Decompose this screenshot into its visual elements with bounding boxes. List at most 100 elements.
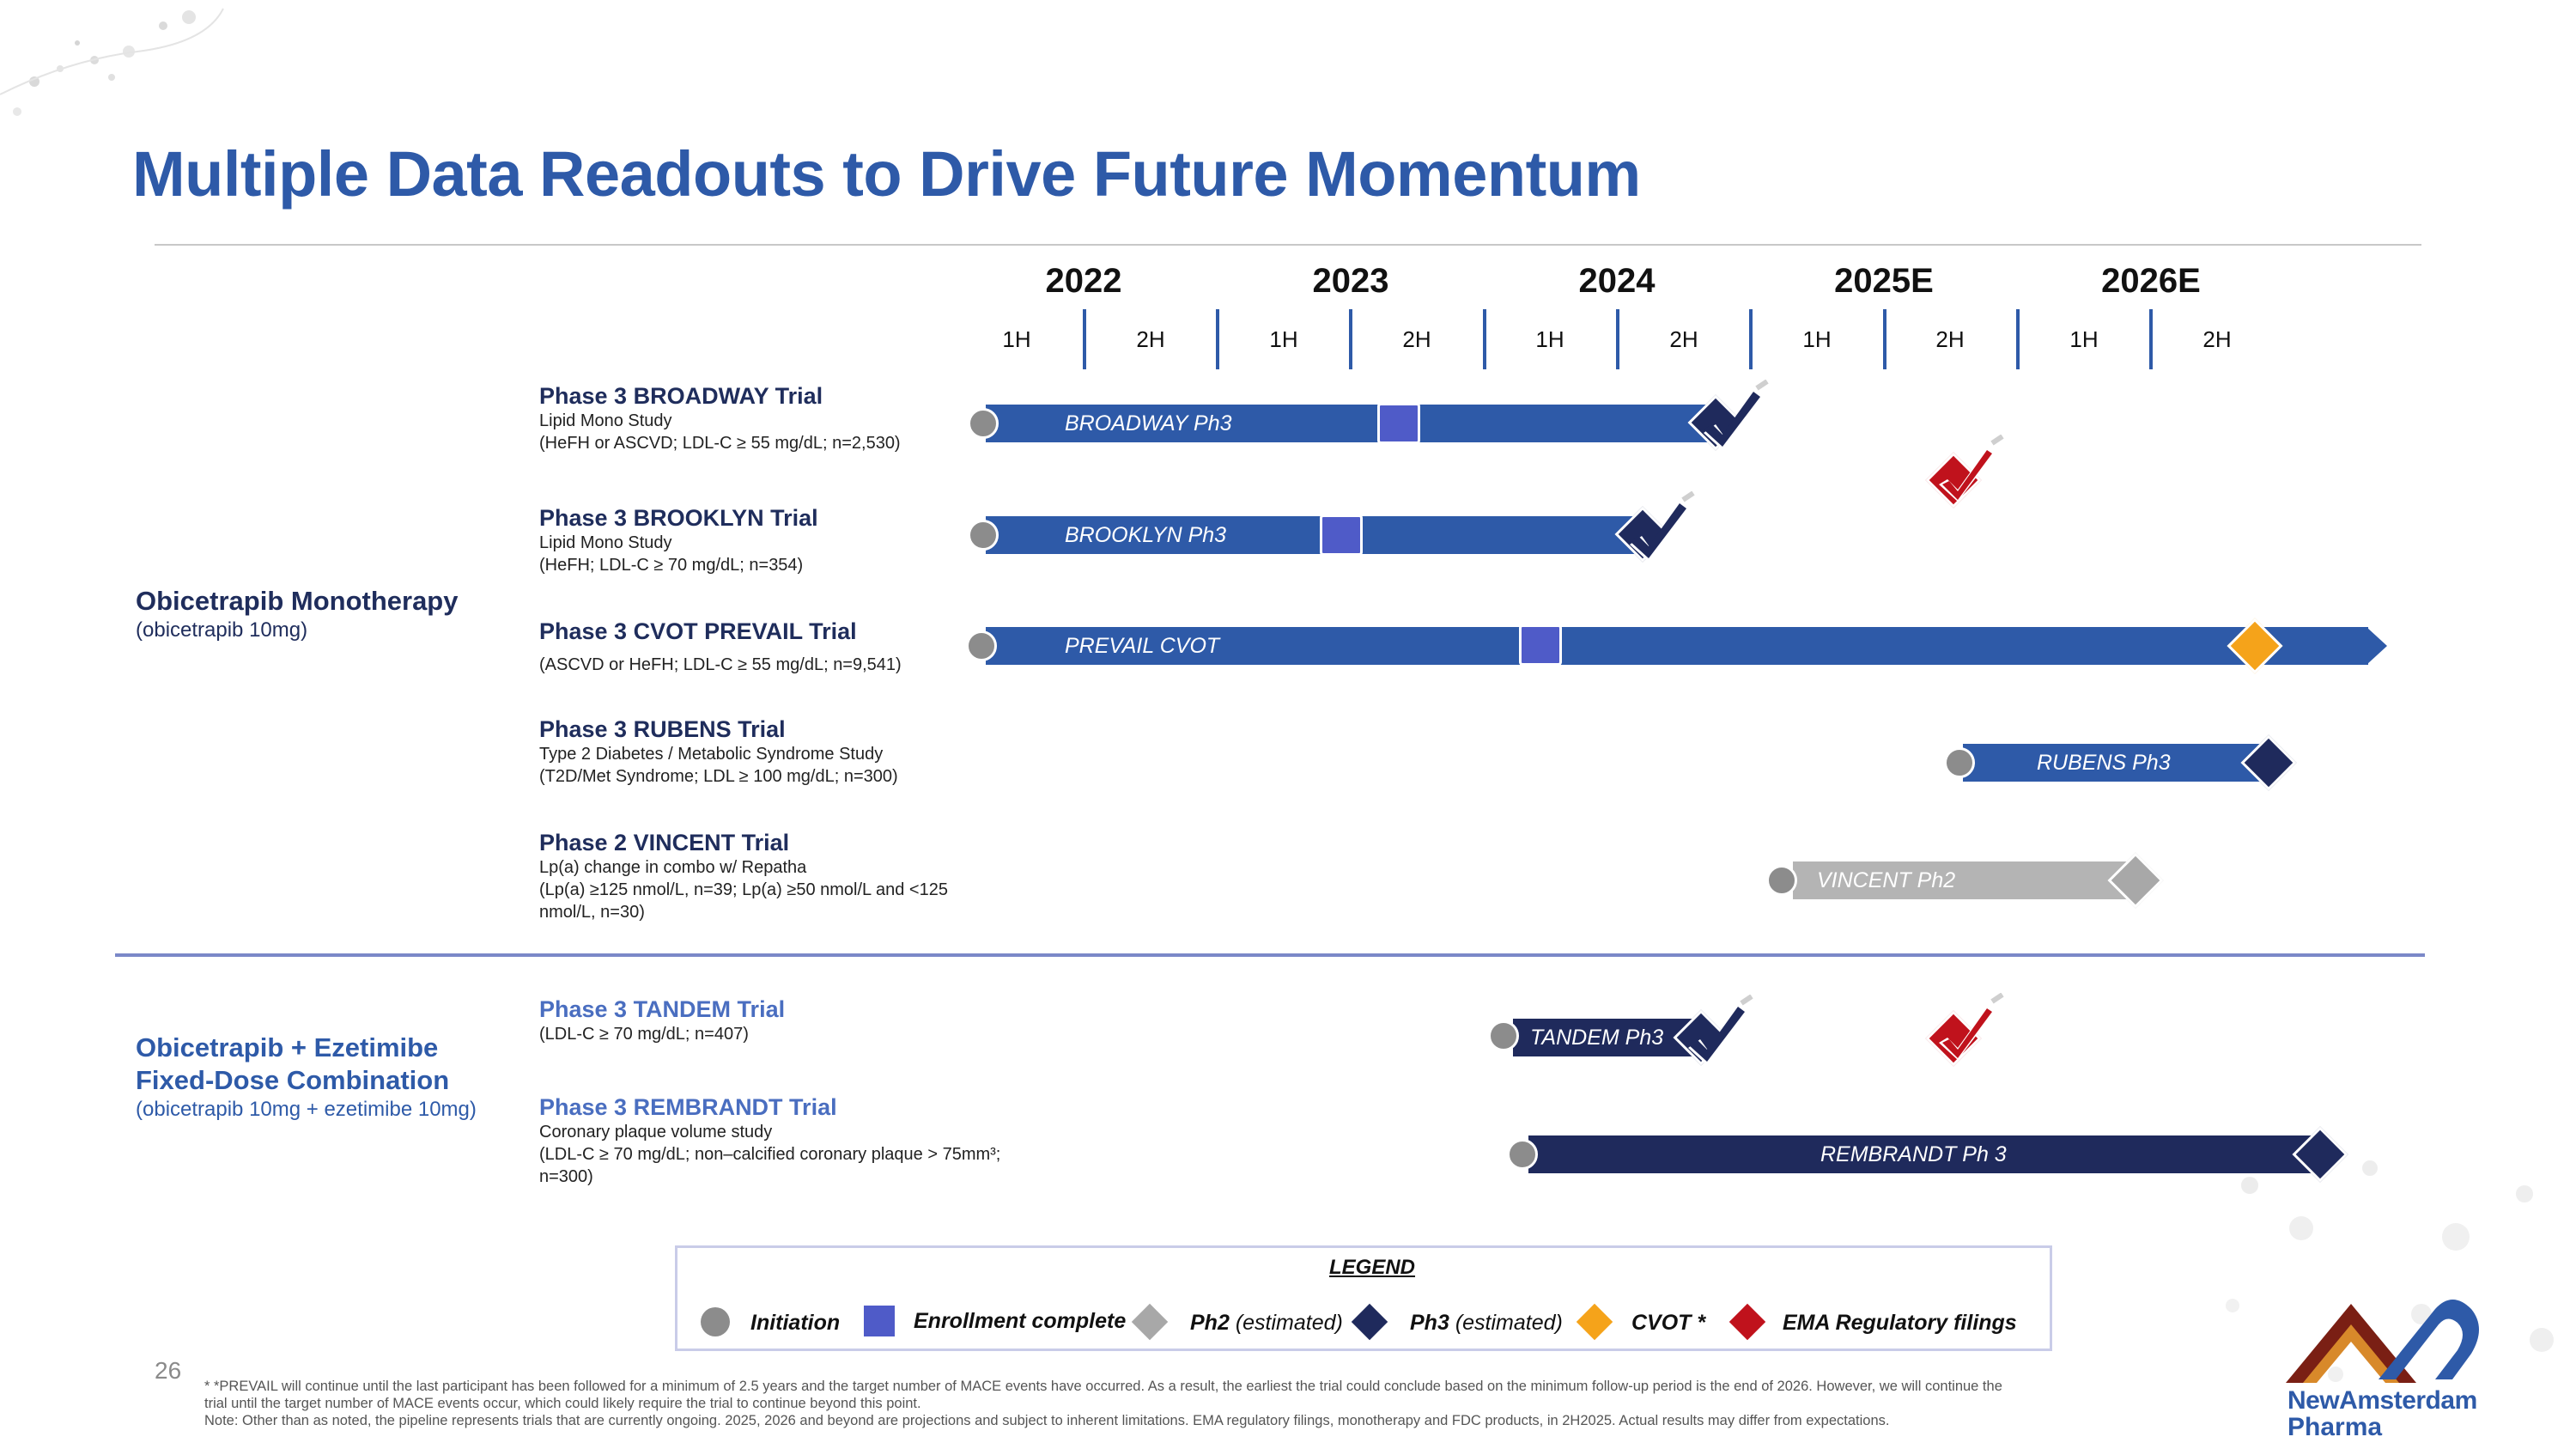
tandem-bar bbox=[1513, 1019, 1700, 1056]
title-rule bbox=[155, 244, 2421, 246]
ema-check-icon bbox=[1939, 435, 2004, 502]
trial-desc: (LDL-C ≥ 70 mg/dL; n=407) bbox=[539, 1025, 749, 1044]
trial-title: Phase 2 VINCENT Trial bbox=[539, 830, 790, 855]
trial-broadway: Phase 3 BROADWAY Trial Lipid Mono Study … bbox=[539, 383, 1003, 454]
legend-initiation-icon bbox=[701, 1307, 730, 1336]
trial-desc: Lipid Mono Study bbox=[539, 533, 672, 552]
legend-ph3-label: Ph3 bbox=[1410, 1311, 1449, 1335]
legend-cvot-label: CVOT * bbox=[1631, 1311, 1706, 1335]
timeline-separator bbox=[1483, 309, 1486, 369]
brand-name: NewAmsterdam bbox=[2287, 1386, 2477, 1415]
prevail-bar bbox=[986, 627, 2368, 665]
trial-desc: (HeFH; LDL-C ≥ 70 mg/dL; n=354) bbox=[539, 556, 804, 575]
timeline-separator bbox=[2016, 309, 2020, 369]
legend-enrollment-icon bbox=[864, 1306, 895, 1336]
prevail-bar-label: PREVAIL CVOT bbox=[1065, 634, 1220, 658]
section-divider bbox=[115, 953, 2425, 957]
initiation-marker bbox=[1766, 865, 1797, 896]
broadway-bar-label: BROADWAY Ph3 bbox=[1065, 411, 1232, 435]
tandem-bar-label: TANDEM Ph3 bbox=[1530, 1026, 1664, 1050]
trial-desc: (HeFH or ASCVD; LDL-C ≥ 55 mg/dL; n=2,53… bbox=[539, 434, 901, 453]
trial-rubens: Phase 3 RUBENS Trial Type 2 Diabetes / M… bbox=[539, 716, 1003, 788]
half-label: 1H bbox=[2069, 326, 2099, 352]
year-2024: 2024 bbox=[1578, 262, 1656, 300]
completed-check-icon bbox=[1688, 995, 1753, 1067]
timeline-separator bbox=[1216, 309, 1219, 369]
completed-check-icon bbox=[1630, 491, 1695, 563]
timeline-separator bbox=[2149, 309, 2153, 369]
vincent-bar bbox=[1793, 861, 2136, 899]
trial-title: Phase 3 CVOT PREVAIL Trial bbox=[539, 618, 857, 644]
legend-title: LEGEND bbox=[1329, 1256, 1416, 1279]
half-label: 2H bbox=[1669, 326, 1698, 352]
trial-title: Phase 3 TANDEM Trial bbox=[539, 996, 786, 1022]
half-label: 1H bbox=[1002, 326, 1031, 352]
year-2022: 2022 bbox=[1045, 262, 1122, 300]
trial-desc: Lipid Mono Study bbox=[539, 411, 672, 430]
legend-enrollment-label: Enrollment complete bbox=[914, 1309, 1127, 1333]
enrollment-complete-marker bbox=[1320, 514, 1363, 556]
newamsterdam-logo-icon bbox=[2286, 1300, 2479, 1383]
legend-initiation-label: Initiation bbox=[750, 1311, 841, 1335]
timeline-separator bbox=[1349, 309, 1352, 369]
group-subtitle-fdc: (obicetrapib 10mg + ezetimibe 10mg) bbox=[136, 1098, 477, 1121]
half-label: 2H bbox=[1935, 326, 1965, 352]
vincent-bar-label: VINCENT Ph2 bbox=[1817, 868, 1956, 892]
initiation-marker bbox=[968, 520, 999, 551]
page-title: Multiple Data Readouts to Drive Future M… bbox=[132, 138, 1641, 210]
legend-ph2-estimated: (estimated) bbox=[1235, 1311, 1343, 1335]
trial-brooklyn: Phase 3 BROOKLYN Trial Lipid Mono Study … bbox=[539, 505, 1003, 576]
year-2025: 2025E bbox=[1834, 262, 1934, 300]
group-title-monotherapy: Obicetrapib Monotherapy bbox=[136, 586, 459, 616]
group-subtitle-monotherapy: (obicetrapib 10mg) bbox=[136, 618, 308, 642]
group-title-fdc: Obicetrapib + Ezetimibe bbox=[136, 1032, 439, 1062]
legend-ph3-estimated: (estimated) bbox=[1455, 1311, 1563, 1335]
rubens-bar bbox=[1963, 744, 2265, 782]
decorative-swirl bbox=[0, 8, 224, 116]
year-2026: 2026E bbox=[2101, 262, 2201, 300]
trial-desc: Lp(a) change in combo w/ Repatha bbox=[539, 858, 807, 877]
trial-desc: Type 2 Diabetes / Metabolic Syndrome Stu… bbox=[539, 745, 884, 764]
footnote-line: Note: Other than as noted, the pipeline … bbox=[204, 1413, 1890, 1428]
legend-ph2: Ph2 (estimated) bbox=[1190, 1311, 1343, 1336]
half-label: 1H bbox=[1535, 326, 1564, 352]
legend-ph3: Ph3 (estimated) bbox=[1410, 1311, 1563, 1336]
page-number: 26 bbox=[155, 1357, 182, 1384]
footnote: * *PREVAIL will continue until the last … bbox=[204, 1378, 2265, 1429]
footnote-line: * *PREVAIL will continue until the last … bbox=[204, 1379, 2002, 1394]
footnote-line: trial until the target number of MACE ev… bbox=[204, 1396, 921, 1411]
half-label: 2H bbox=[1402, 326, 1431, 352]
trial-desc: Coronary plaque volume study bbox=[539, 1123, 773, 1142]
prevail-arrow-head bbox=[2366, 627, 2387, 665]
decorative-swirl-bottom bbox=[2226, 1160, 2554, 1382]
enrollment-complete-marker bbox=[1377, 403, 1420, 444]
rembrandt-bar-label: REMBRANDT Ph 3 bbox=[1820, 1142, 2007, 1166]
completed-check-icon bbox=[1704, 380, 1769, 452]
trial-rembrandt: Phase 3 REMBRANDT Trial Coronary plaque … bbox=[539, 1094, 1003, 1188]
timeline-separator bbox=[1883, 309, 1886, 369]
legend-ema-label: EMA Regulatory filings bbox=[1783, 1311, 2017, 1335]
ema-check-icon bbox=[1939, 993, 2004, 1060]
half-label: 1H bbox=[1269, 326, 1298, 352]
legend-ph2-label: Ph2 bbox=[1190, 1311, 1230, 1335]
brooklyn-bar bbox=[986, 516, 1643, 554]
initiation-marker bbox=[966, 630, 997, 661]
timeline-separator bbox=[1083, 309, 1086, 369]
rubens-bar-label: RUBENS Ph3 bbox=[2037, 751, 2171, 775]
half-label: 2H bbox=[2202, 326, 2232, 352]
broadway-bar bbox=[986, 405, 1716, 442]
timeline-separator bbox=[1749, 309, 1753, 369]
trial-desc: (Lp(a) ≥125 nmol/L, n=39; Lp(a) ≥50 nmol… bbox=[539, 880, 948, 922]
initiation-marker bbox=[968, 408, 999, 439]
trial-prevail: Phase 3 CVOT PREVAIL Trial (ASCVD or HeF… bbox=[539, 618, 1003, 676]
initiation-marker bbox=[1944, 747, 1975, 778]
rembrandt-bar bbox=[1528, 1135, 2318, 1173]
year-2023: 2023 bbox=[1312, 262, 1389, 300]
trial-title: Phase 3 BROADWAY Trial bbox=[539, 383, 823, 409]
brand-name-2: Pharma bbox=[2287, 1413, 2383, 1441]
initiation-marker bbox=[1488, 1020, 1519, 1051]
timeline-separator bbox=[1616, 309, 1619, 369]
trial-vincent: Phase 2 VINCENT Trial Lp(a) change in co… bbox=[539, 830, 1003, 923]
half-label: 2H bbox=[1136, 326, 1165, 352]
initiation-marker bbox=[1507, 1139, 1538, 1170]
